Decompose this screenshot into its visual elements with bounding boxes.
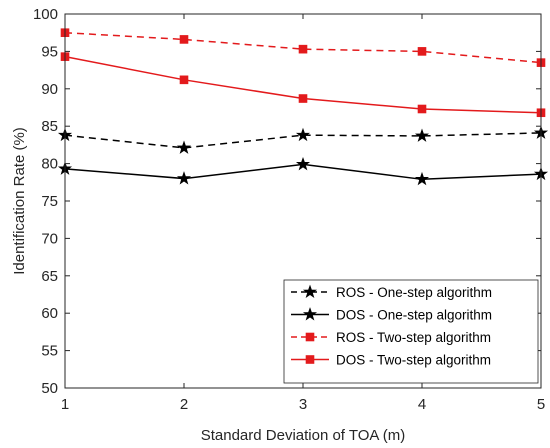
y-tick-label: 55: [41, 343, 58, 360]
y-tick-label: 100: [33, 6, 58, 23]
series-line: [64, 132, 542, 149]
x-axis-label: Standard Deviation of TOA (m): [201, 427, 406, 444]
legend-marker: [302, 284, 318, 298]
data-point: [295, 156, 311, 171]
y-tick-label: 50: [41, 380, 58, 397]
x-tick-label: 5: [537, 396, 545, 413]
legend: ROS - One-step algorithm DOS - One-step a…: [283, 279, 539, 384]
y-axis-label: Identification Rate (%): [11, 127, 28, 275]
legend-marker: [302, 307, 318, 321]
y-tick-label: 65: [41, 268, 58, 285]
data-point: [176, 140, 192, 154]
data-point: [179, 75, 189, 85]
y-tick-label: 95: [41, 43, 58, 60]
data-point: [295, 127, 311, 142]
y-tick-label: 90: [41, 81, 58, 98]
legend-marker: [305, 355, 315, 364]
x-tick-label: 4: [418, 396, 426, 413]
x-tick-label: 2: [180, 396, 188, 413]
series-line: [64, 31, 542, 64]
y-tick-label: 85: [41, 118, 58, 135]
y-tick-label: 60: [41, 305, 58, 322]
data-point: [417, 47, 427, 56]
legend-label: ROS - Two-step algorithm: [336, 330, 491, 345]
legend-label: DOS - Two-step algorithm: [336, 353, 491, 368]
data-point: [298, 44, 308, 54]
data-point: [414, 128, 430, 142]
data-point: [176, 171, 192, 185]
data-point: [179, 35, 189, 44]
data-point: [298, 94, 308, 103]
legend-label: DOS - One-step algorithm: [336, 308, 492, 323]
x-tick-label: 3: [299, 396, 307, 413]
y-tick-label: 80: [41, 156, 58, 173]
data-point: [414, 171, 430, 186]
x-tick-label: 1: [61, 396, 69, 413]
y-tick-label: 75: [41, 193, 58, 210]
legend-label: ROS - One-step algorithm: [336, 285, 492, 300]
data-point: [417, 104, 427, 114]
legend-box: [283, 279, 539, 384]
legend-marker: [305, 332, 315, 342]
y-tick-label: 70: [41, 230, 58, 247]
